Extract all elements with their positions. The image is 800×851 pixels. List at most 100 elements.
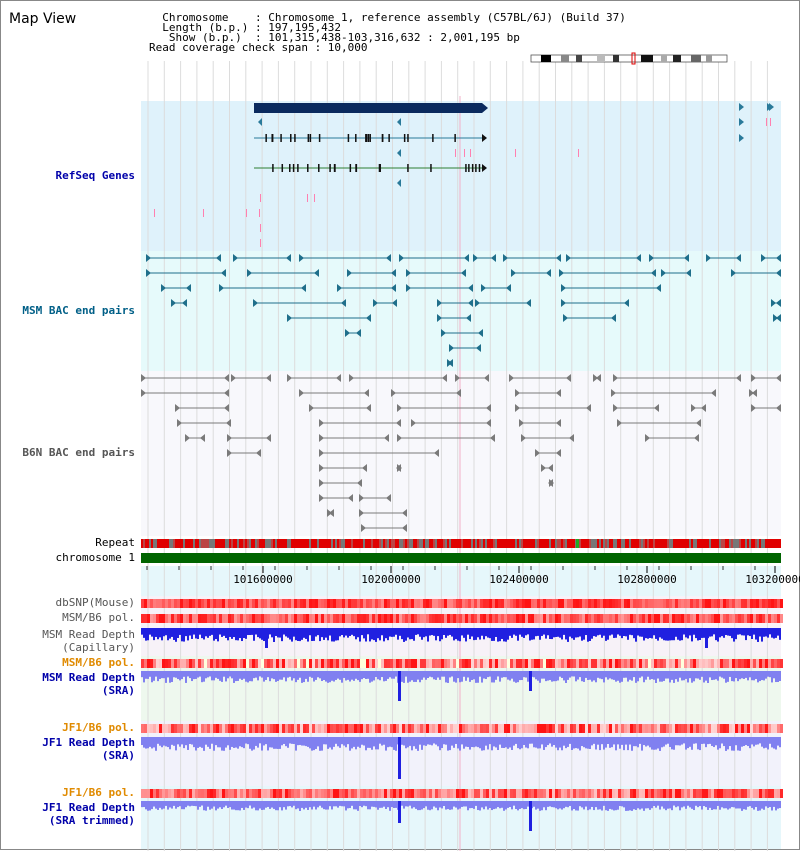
repeat-block: [305, 539, 307, 548]
jf1-b6-pol-cell: [393, 724, 396, 733]
b6n-bac-end: [329, 509, 334, 517]
msm-capillary-depth-bar: [217, 628, 219, 642]
repeat-block: [611, 539, 613, 548]
jf1-trim-depth-bar: [369, 801, 371, 810]
msm-b6-pol-cell: [570, 614, 573, 623]
jf1-sra-depth-bar: [689, 737, 691, 747]
jf1-b6-pol-track-label[interactable]: JF1/B6 pol.: [62, 721, 135, 734]
jf1-trim-depth-bar: [245, 801, 247, 808]
repeat-block: [271, 539, 273, 548]
msm-b6-pol-sra-cell: [519, 659, 522, 668]
jf1-sra-depth-bar: [193, 737, 195, 748]
jf1-b6-pol-2-cell: [384, 789, 387, 798]
msm-sra-depth-bar: [459, 671, 461, 683]
gene-mark: [203, 209, 204, 217]
jf1-sra-depth-bar: [323, 737, 325, 745]
jf1-sra-depth-bar: [547, 737, 549, 746]
msm-b6-pol-sra-cell: [753, 659, 756, 668]
jf1-b6-pol-track-label-2[interactable]: JF1/B6 pol.: [62, 786, 135, 799]
jf1-sra-depth-bar: [493, 737, 495, 747]
msm-sra-depth-bar: [749, 671, 751, 678]
jf1-sra-depth-bar: [457, 737, 459, 749]
jf1-trim-depth-bar: [359, 801, 361, 806]
dbsnp-cell: [660, 599, 663, 608]
msm-sra-depth-bar: [725, 671, 727, 683]
jf1-b6-pol-cell: [165, 724, 168, 733]
dbsnp-cell: [285, 599, 288, 608]
msm-depth-sra-label[interactable]: MSM Read Depth: [42, 671, 135, 684]
msm-bac-end: [661, 269, 666, 277]
repeat-block: [447, 539, 449, 548]
jf1-sra-depth-bar: [775, 737, 777, 750]
jf1-b6-pol-cell: [489, 724, 492, 733]
dbsnp-track-label[interactable]: dbSNP(Mouse): [55, 596, 135, 609]
repeat-block: [233, 539, 235, 548]
jf1-sra-depth-bar: [359, 737, 361, 748]
msm-b6-pol-cell: [216, 614, 219, 623]
repeat-block: [677, 539, 679, 548]
jf1-depth-sra-label[interactable]: JF1 Read Depth: [42, 736, 135, 749]
msm-sra-depth-bar: [351, 671, 353, 680]
jf1-sra-depth-bar: [389, 737, 391, 747]
refseq-track-label[interactable]: RefSeq Genes: [55, 169, 135, 182]
ruler-tick-label: 102800000: [617, 573, 677, 586]
msm-bac-track-label[interactable]: MSM BAC end pairs: [22, 304, 135, 317]
msm-b6-pol-sra-cell: [504, 659, 507, 668]
msm-sra-depth-bar: [309, 671, 311, 677]
msm-b6-pol-sra-cell: [702, 659, 705, 668]
jf1-b6-pol-cell: [624, 724, 627, 733]
msm-depth-capillary-label[interactable]: MSM Read Depth: [42, 628, 135, 641]
jf1-trim-depth-bar: [745, 801, 747, 810]
msm-b6-pol-sra-cell: [570, 659, 573, 668]
repeat-block: [325, 539, 327, 548]
repeat-block: [591, 539, 593, 548]
msm-sra-depth-bar: [145, 671, 147, 679]
jf1-b6-pol-2-cell: [678, 789, 681, 798]
jf1-trim-depth-bar: [721, 801, 723, 808]
repeat-block: [345, 539, 347, 548]
msm-capillary-depth-bar: [277, 628, 279, 638]
msm-b6-pol-cell: [390, 614, 393, 623]
msm-bac-end: [219, 284, 224, 292]
jf1-b6-pol-cell: [255, 724, 258, 733]
msm-sra-depth-bar: [519, 671, 521, 681]
msm-sra-depth-bar: [671, 671, 673, 680]
jf1-sra-depth-bar: [161, 737, 163, 748]
dbsnp-cell: [234, 599, 237, 608]
msm-capillary-depth-bar: [421, 628, 423, 640]
b6n-bac-track-label[interactable]: B6N BAC end pairs: [22, 446, 135, 459]
repeat-block: [689, 539, 691, 548]
b6n-bac-end: [287, 374, 292, 382]
jf1-b6-pol-cell: [555, 724, 558, 733]
repeat-track-label[interactable]: Repeat: [95, 536, 135, 549]
msm-capillary-depth-bar: [735, 628, 737, 640]
msm-sra-depth-bar: [655, 671, 657, 683]
chromosome-track-label[interactable]: chromosome 1: [55, 551, 135, 564]
msm-b6-pol-track-label[interactable]: MSM/B6 pol.: [62, 611, 135, 624]
msm-b6-pol-sra-cell: [693, 659, 696, 668]
jf1-depth-trimmed-label[interactable]: JF1 Read Depth: [42, 801, 135, 814]
repeat-block: [395, 539, 397, 548]
dbsnp-cell: [345, 599, 348, 608]
jf1-sra-depth-bar: [355, 737, 357, 750]
repeat-block: [475, 539, 477, 548]
b6n-bac-end: [566, 374, 571, 382]
msm-b6-pol-cell: [192, 614, 195, 623]
msm-b6-pol-sra-label[interactable]: MSM/B6 pol.: [62, 656, 135, 669]
jf1-trim-depth-bar: [307, 801, 309, 810]
msm-capillary-depth-bar: [499, 628, 501, 642]
dbsnp-cell: [303, 599, 306, 608]
jf1-sra-depth-bar: [585, 737, 587, 749]
dbsnp-cell: [438, 599, 441, 608]
jf1-trim-depth-bar: [775, 801, 777, 811]
msm-b6-pol-sra-cell: [183, 659, 186, 668]
jf1-b6-pol-2-cell: [177, 789, 180, 798]
msm-sra-depth-bar: [533, 671, 535, 678]
msm-capillary-depth-bar: [717, 628, 719, 642]
repeat-block: [281, 539, 283, 548]
jf1-sra-depth-bar: [475, 737, 477, 747]
jf1-sra-depth-bar: [175, 737, 177, 751]
jf1-b6-pol-2-cell: [453, 789, 456, 798]
msm-b6-pol-cell: [165, 614, 168, 623]
